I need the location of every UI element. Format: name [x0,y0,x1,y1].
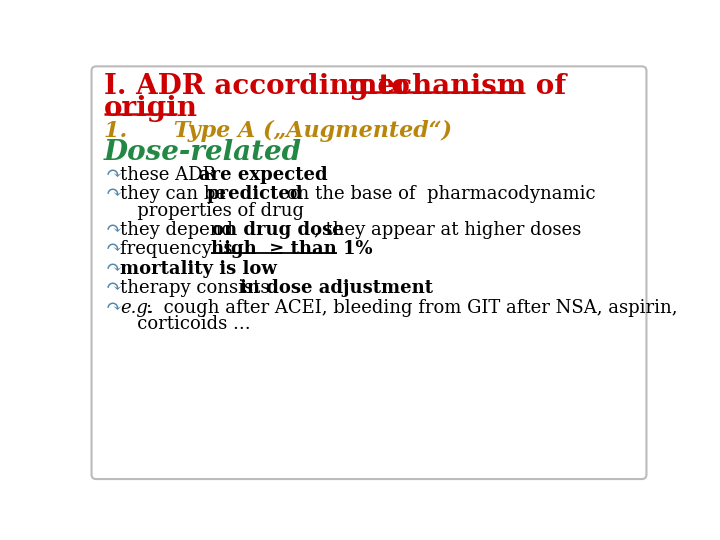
Text: ↷: ↷ [106,221,122,239]
Text: ↷: ↷ [106,166,122,184]
Text: ↷: ↷ [106,299,122,316]
Text: e.g.: e.g. [120,299,153,316]
Text: :  cough after ACEI, bleeding from GIT after NSA, aspirin,: : cough after ACEI, bleeding from GIT af… [145,299,678,316]
Text: ↷: ↷ [106,240,122,259]
Text: corticoids ...: corticoids ... [120,315,251,333]
Text: predicted: predicted [207,185,303,203]
Text: origin: origin [104,95,198,122]
Text: they can be: they can be [120,185,232,203]
Text: 1.      Type A („Augmented“): 1. Type A („Augmented“) [104,120,452,143]
Text: therapy consists: therapy consists [120,279,275,298]
Text: Ag: Ag [90,481,114,498]
Text: properties of drug: properties of drug [120,201,304,220]
Text: ↷: ↷ [106,185,122,203]
Text: ↷: ↷ [106,279,122,298]
Text: frequency is: frequency is [120,240,238,259]
FancyBboxPatch shape [91,66,647,479]
Text: they depend: they depend [120,221,238,239]
Text: 1.      Type A („Augmented“): 1. Type A („Augmented“) [104,120,452,143]
Text: these ADR: these ADR [120,166,222,184]
Text: , they appear at higher doses: , they appear at higher doses [314,221,581,239]
Text: high  ≥ than 1%: high ≥ than 1% [212,240,373,259]
Text: ↷: ↷ [106,260,122,278]
Text: are expected: are expected [199,166,327,184]
Text: mortality is low: mortality is low [120,260,276,278]
Text: on drug dose: on drug dose [212,221,343,239]
Text: on the base of  pharmacodynamic: on the base of pharmacodynamic [281,185,595,203]
Text: Dose-related: Dose-related [104,139,302,166]
Text: I. ADR according to: I. ADR according to [104,72,420,99]
Text: mechanism of: mechanism of [348,72,567,99]
Text: ↷: ↷ [90,481,107,498]
Text: in dose adjustment: in dose adjustment [240,279,433,298]
